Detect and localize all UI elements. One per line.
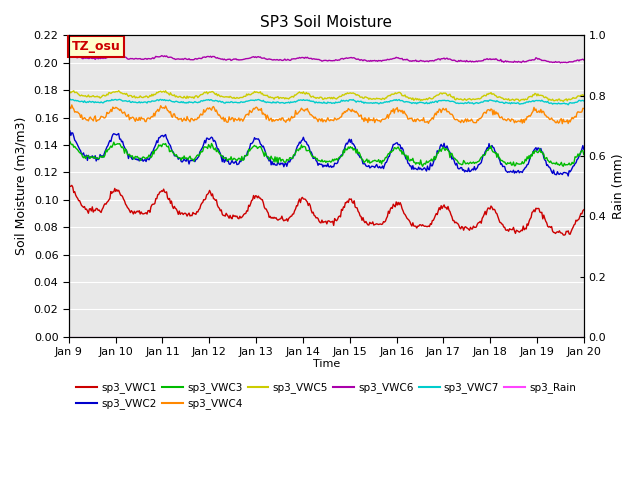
Title: SP3 Soil Moisture: SP3 Soil Moisture xyxy=(260,15,392,30)
X-axis label: Time: Time xyxy=(313,359,340,369)
Text: TZ_osu: TZ_osu xyxy=(72,40,120,53)
Legend: sp3_VWC1, sp3_VWC2, sp3_VWC3, sp3_VWC4, sp3_VWC5, sp3_VWC6, sp3_VWC7, sp3_Rain: sp3_VWC1, sp3_VWC2, sp3_VWC3, sp3_VWC4, … xyxy=(72,378,580,414)
Y-axis label: Soil Moisture (m3/m3): Soil Moisture (m3/m3) xyxy=(15,117,28,255)
Y-axis label: Rain (mm): Rain (mm) xyxy=(612,153,625,219)
